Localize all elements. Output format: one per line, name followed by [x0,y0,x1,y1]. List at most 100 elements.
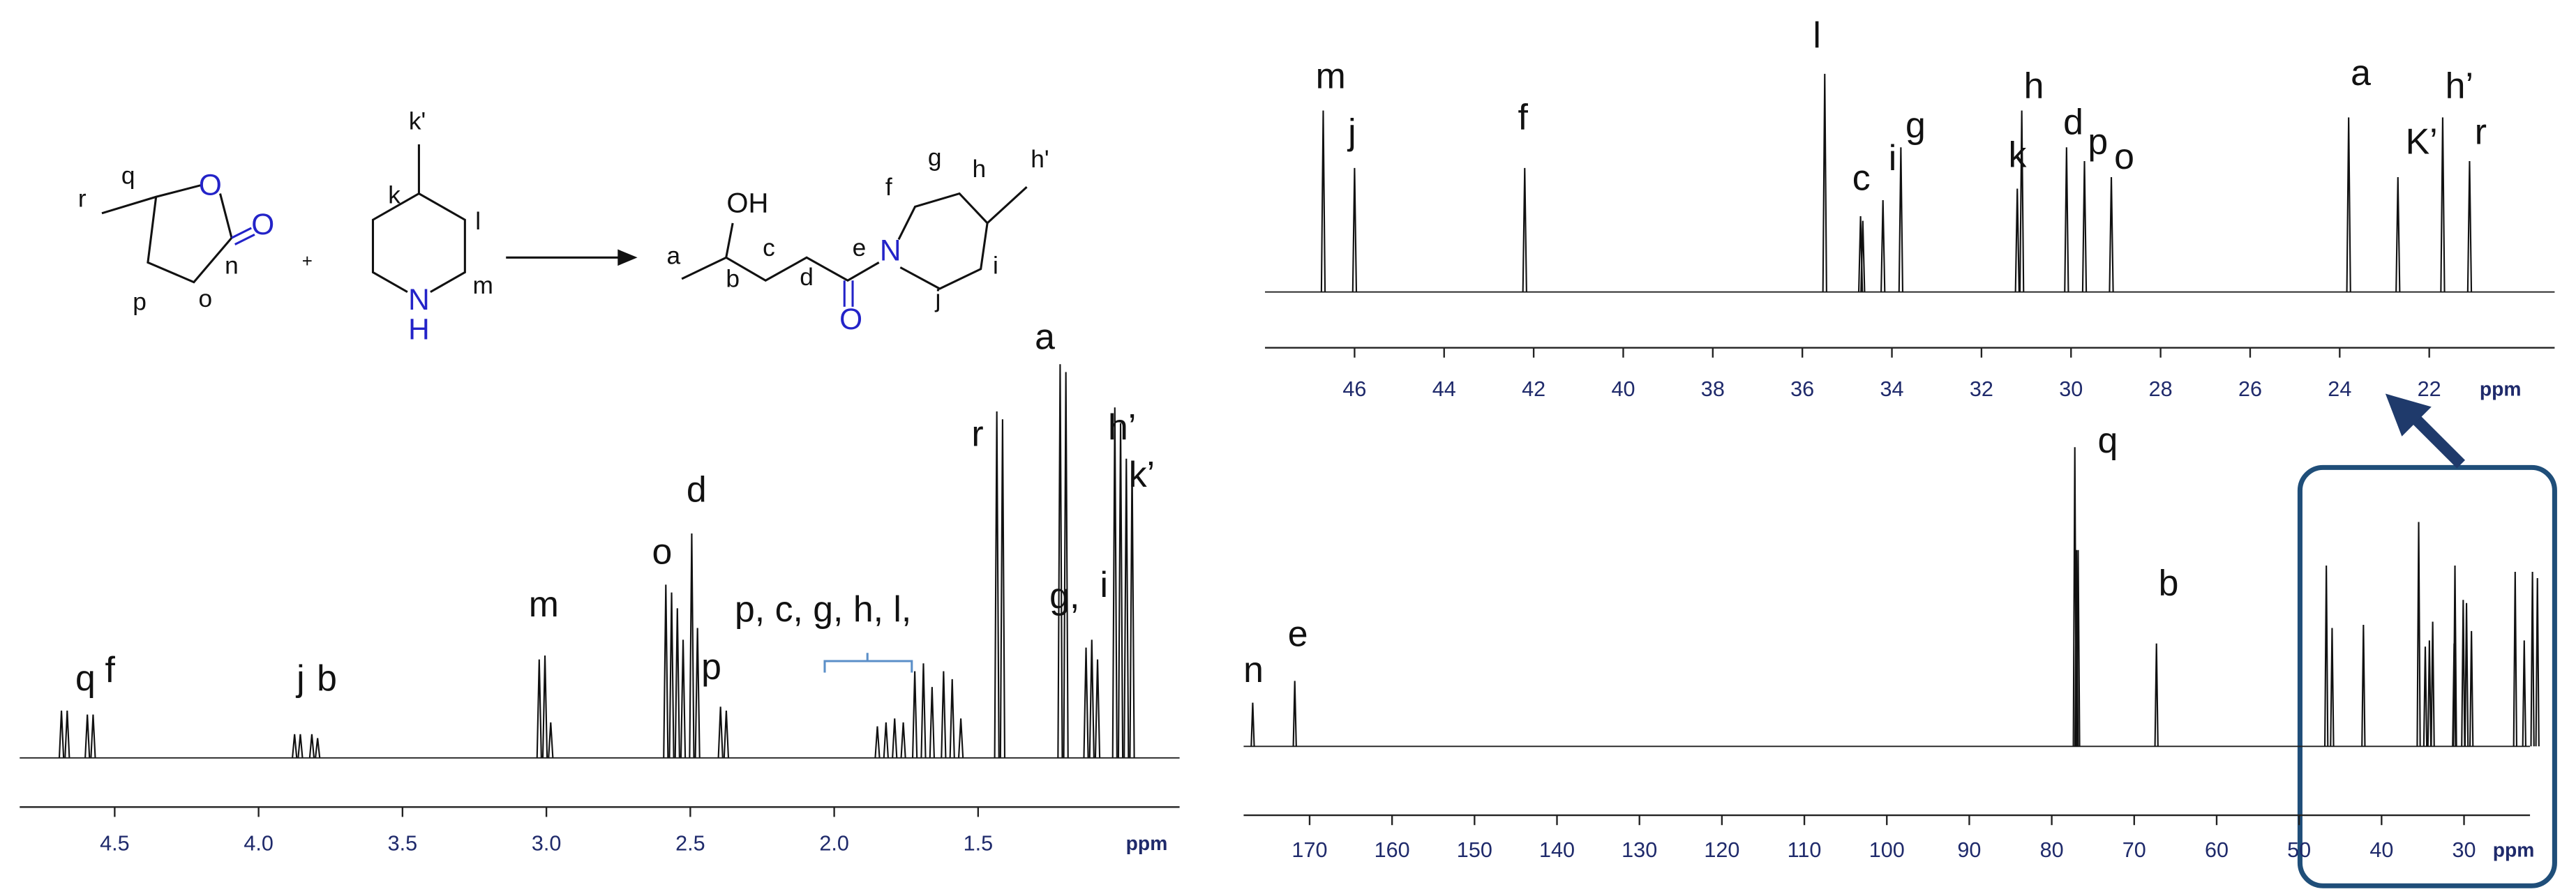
peak-label: f [105,649,116,690]
x-tick-label: 26 [2238,377,2262,401]
peak-label: q [2098,420,2118,460]
peak [2469,630,2474,747]
atom-label: N [408,283,430,316]
peak [911,671,918,758]
peak [2522,640,2526,747]
peak [2535,577,2540,747]
peak [84,714,91,758]
peak-label: k [2008,135,2026,175]
peak [2464,603,2469,747]
peak [1129,462,1135,758]
piperidine-bonds [371,144,466,294]
peak [308,734,315,758]
peak [2154,643,2159,747]
peak-label: m [1316,56,1346,96]
peak [1898,147,1904,292]
peak [2466,160,2473,292]
peak [1057,364,1063,758]
peak-label: r [971,413,983,453]
x-tick-label: 30 [2453,838,2476,862]
peak-label: h’ [1108,407,1136,447]
peak-label: n [1243,649,1264,690]
peak [717,706,724,758]
peak [663,584,669,758]
x-axis-label: ppm [2493,838,2535,861]
peak [694,628,701,758]
peak [2323,566,2329,747]
peak [292,734,298,758]
peak-label: p [2088,121,2108,162]
x-tick-label: 100 [1869,838,1905,862]
peak [1111,407,1118,758]
x-tick-label: 24 [2328,377,2351,401]
peak [2081,160,2088,292]
peak [315,738,321,758]
peak [2361,624,2366,747]
atom-label: n [225,252,239,280]
amide-bond [843,280,854,307]
peak [1292,681,1297,747]
peak [1117,423,1124,758]
peak-label: d [2063,101,2083,142]
peak [1250,702,1255,747]
peak [920,663,927,758]
carbonyl-bond [231,227,255,245]
atom-label: b [726,266,740,293]
peak-label: g, [1049,575,1079,616]
peak [668,592,675,758]
lactone-bonds [101,184,233,284]
atom-label: k [388,182,400,209]
peak-label: b [317,658,337,698]
peak [1880,199,1886,292]
x-tick-label: 170 [1291,838,1327,862]
peak-label: h’ [2446,66,2473,106]
peak [2530,572,2535,747]
peak-label: m [529,584,559,624]
x-tick-label: 130 [1622,838,1657,862]
peak [994,411,1000,758]
x-tick-label: 110 [1788,838,1822,862]
peak [297,734,304,758]
atom-label: H [408,312,430,345]
x-tick-label: 70 [2122,838,2146,862]
peak [541,655,548,758]
atom-label: o [198,285,212,312]
peak-label: p [701,646,721,686]
zoom-arrow-head [2385,393,2432,437]
peak-label: e [1288,613,1308,653]
peak [883,722,889,758]
x-tick-label: 3.5 [388,832,418,856]
peak [1860,220,1866,292]
peak [2346,117,2351,292]
peak [723,710,730,758]
peak [949,679,955,758]
atom-label: h' [1031,146,1049,173]
peak [2453,566,2457,747]
peak [957,718,964,758]
peak [64,710,70,758]
x-tick-label: 4.5 [100,832,130,856]
peak-label: o [2114,136,2134,176]
peak [2416,522,2421,747]
peak-label: j [1347,112,1356,152]
peak [941,671,947,758]
atom-label: O [839,303,862,335]
ring-bonds [897,186,1028,290]
atom-label: OH [726,188,768,219]
atom-label: O [251,208,274,241]
x-tick-label: 90 [1957,838,1981,862]
peak-label: q [75,658,96,698]
peak [1351,167,1358,292]
x-tick-label: 120 [1704,838,1739,862]
peak [2395,177,2401,292]
atom-label: a [667,243,681,270]
x-tick-label: 40 [2369,838,2393,862]
peak [892,718,898,758]
reaction-scheme: r q O O n p o + k' k l m N H a OH b c d … [78,108,1049,346]
atom-label: f [885,174,892,201]
peak-label: b [2159,562,2179,603]
x-tick-label: 2.0 [819,832,849,856]
peak [1320,110,1326,292]
peak-label: l [1813,15,1821,55]
